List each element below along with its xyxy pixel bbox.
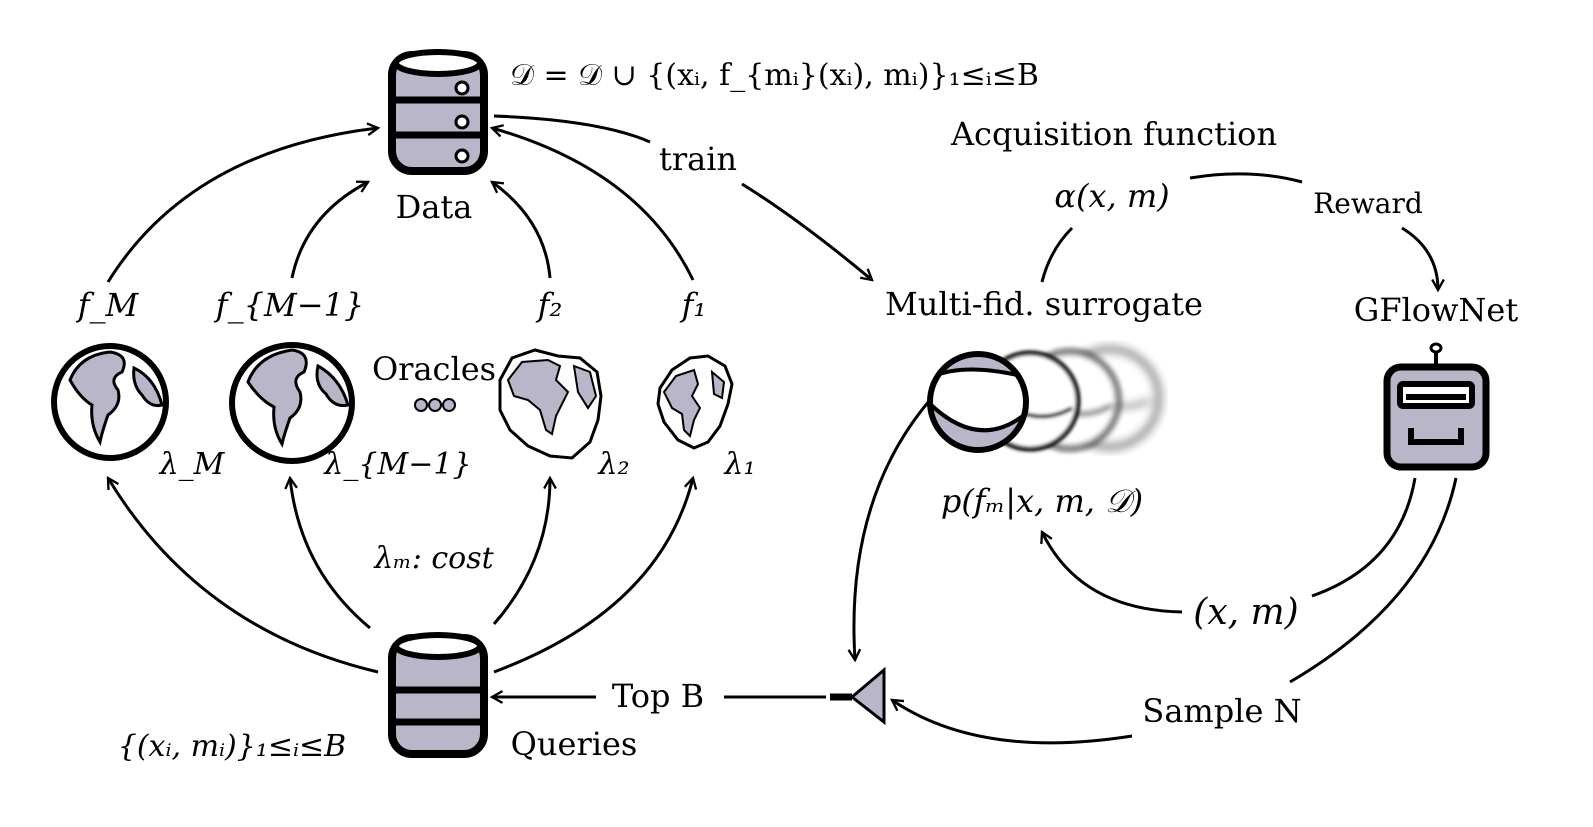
filter-funnel-icon	[830, 670, 884, 722]
oracle-lambda-label-M-1: λ_{M−1}	[323, 447, 471, 482]
xm-label: (x, m)	[1193, 592, 1298, 633]
sample-n-label: Sample N	[1142, 692, 1301, 730]
queries-set-label: {(xᵢ, mᵢ)}₁≤ᵢ≤B	[118, 729, 346, 764]
dataset-update-formula: 𝒟 = 𝒟 ∪ {(xᵢ, f_{mᵢ}(xᵢ), mᵢ)}₁≤ᵢ≤B	[510, 58, 1039, 93]
oracle-f-label-M: f_M	[76, 286, 140, 324]
reward-label: Reward	[1313, 187, 1423, 220]
queries-label: Queries	[511, 725, 638, 763]
posterior-label: p(fₘ|x, m, 𝒟)	[941, 482, 1143, 520]
gflownet-robot-icon	[1387, 344, 1486, 467]
queries-database-icon	[392, 635, 484, 754]
oracle-lambda-label-M: λ_M	[159, 447, 226, 482]
edge-fM-1-to-data	[292, 182, 368, 278]
edge-data-to-surrogate-a	[494, 116, 650, 142]
edge-queries-to-fM-1	[290, 478, 370, 628]
edge-queries-to-f1	[494, 478, 693, 672]
surrogate-label: Multi-fid. surrogate	[885, 285, 1203, 323]
data-label: Data	[396, 188, 473, 226]
oracle-f-label-1: f₁	[680, 286, 707, 324]
oracle-globe-fM-icon	[54, 346, 166, 458]
edge-reward-to-gflownet	[1402, 228, 1438, 290]
acquisition-function-label: Acquisition function	[950, 115, 1277, 153]
cost-label: λₘ: cost	[373, 541, 494, 576]
oracles-label: Oracles	[372, 350, 496, 388]
oracle-f-label-M-1: f_{M−1}	[214, 286, 365, 324]
edge-data-to-surrogate-b	[742, 184, 872, 280]
ellipsis-dots-icon	[415, 399, 455, 411]
edge-fM-to-data	[108, 128, 378, 282]
edge-surrogate-to-funnel	[854, 400, 930, 660]
edge-f2-to-data	[492, 182, 550, 278]
surrogate-globes-icon	[926, 350, 1158, 452]
oracle-globe-f1-icon	[658, 356, 732, 448]
edge-xm-to-posterior	[1042, 532, 1182, 612]
top-b-label: Top B	[612, 677, 704, 715]
oracle-globe-fM-1-icon	[232, 345, 352, 461]
alpha-label: α(x, m)	[1054, 177, 1169, 215]
edge-gflownet-to-sample	[1290, 478, 1456, 682]
edge-sample-to-funnel	[892, 700, 1132, 743]
oracle-lambda-label-1: λ₁	[723, 447, 755, 482]
edge-surrogate-to-alpha	[1042, 228, 1072, 282]
oracle-f-label-2: f₂	[536, 286, 563, 324]
oracle-lambda-label-2: λ₂	[597, 447, 629, 482]
gflownet-label: GFlowNet	[1354, 291, 1519, 329]
edge-queries-to-fM	[108, 478, 378, 672]
oracle-globe-f2-icon	[500, 350, 601, 458]
edge-gflownet-to-xm	[1312, 478, 1415, 596]
edge-queries-to-f2	[494, 478, 550, 624]
edge-alpha-to-reward	[1190, 174, 1302, 182]
data-database-icon	[392, 52, 484, 171]
train-label: train	[659, 140, 737, 178]
